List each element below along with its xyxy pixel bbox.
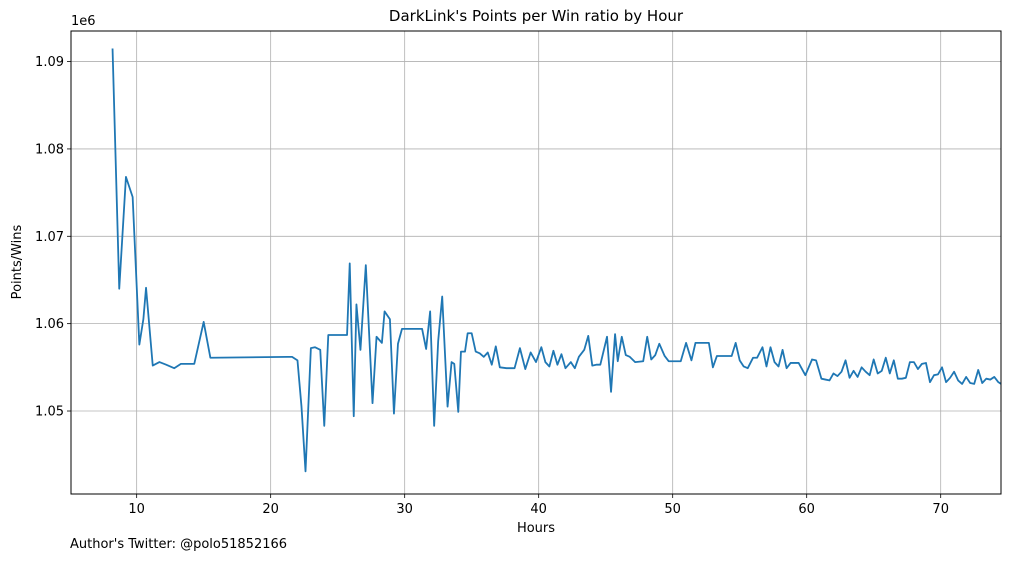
author-footnote: Author's Twitter: @polo51852166 xyxy=(70,537,288,552)
series-layer xyxy=(111,48,1002,473)
y-tick-label: 1.08 xyxy=(35,142,64,157)
x-tick-label: 40 xyxy=(530,502,547,517)
x-tick-label: 60 xyxy=(798,502,815,517)
y-axis: 1.05 1.06 1.07 1.08 1.09 xyxy=(35,55,71,420)
x-tick-label: 70 xyxy=(932,502,949,517)
x-tick-label: 30 xyxy=(396,502,413,517)
y-tick-label: 1.06 xyxy=(35,317,64,332)
x-tick-label: 20 xyxy=(262,502,279,517)
chart-title: DarkLink's Points per Win ratio by Hour xyxy=(389,7,684,25)
plot-frame xyxy=(70,30,1002,495)
y-tick-label: 1.09 xyxy=(35,55,64,70)
x-tick-label: 50 xyxy=(664,502,681,517)
y-offset-label: 1e6 xyxy=(71,14,96,29)
series-line xyxy=(111,48,1002,473)
x-axis-title: Hours xyxy=(517,521,555,536)
grid-lines xyxy=(71,31,1001,494)
y-tick-label: 1.05 xyxy=(35,405,64,420)
y-axis-title: Points/Wins xyxy=(10,224,25,299)
y-tick-label: 1.07 xyxy=(35,230,64,245)
x-axis: 10 20 30 40 50 60 70 xyxy=(128,494,949,517)
plot-background xyxy=(71,31,1001,494)
x-tick-label: 10 xyxy=(128,502,145,517)
